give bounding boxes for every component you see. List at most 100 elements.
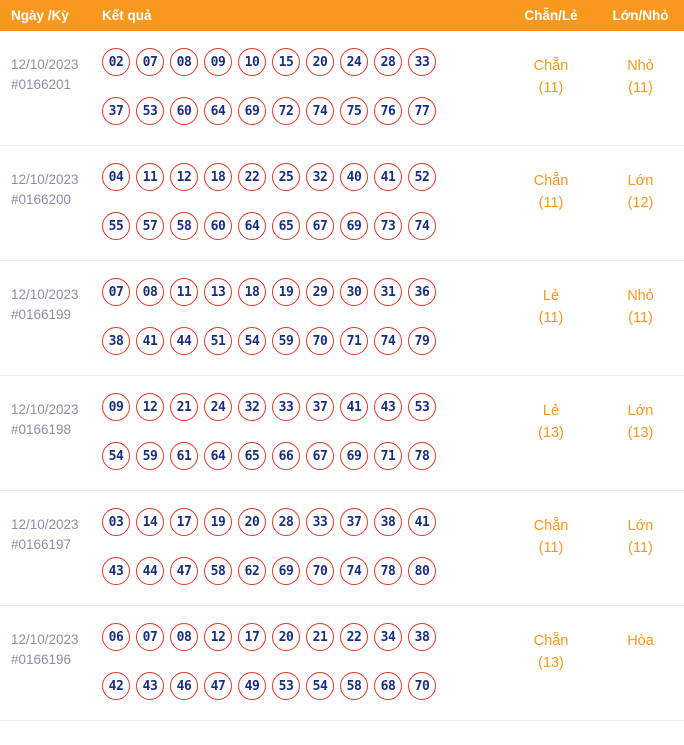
number-ball: 21	[306, 623, 334, 651]
number-ball: 06	[102, 623, 130, 651]
row-numbers: 03 14 17 19 20 28 33 37 38 41 43 44 47 58 62 69 70 74 78 8…	[100, 508, 505, 585]
number-ball: 71	[374, 442, 402, 470]
number-ball: 71	[340, 327, 368, 355]
number-line-1: 04 11 12 18 22 25 32 40 41 52	[100, 163, 505, 191]
number-ball: 38	[408, 623, 436, 651]
number-ball: 20	[238, 508, 266, 536]
number-ball: 64	[204, 97, 232, 125]
row-big-small: Lớn (13)	[597, 393, 684, 470]
header-date-period: Ngày /Kỳ	[11, 8, 69, 23]
number-ball: 74	[340, 557, 368, 585]
number-ball: 17	[170, 508, 198, 536]
number-ball: 32	[306, 163, 334, 191]
number-ball: 75	[340, 97, 368, 125]
number-ball: 17	[238, 623, 266, 651]
even-odd-count: (11)	[538, 195, 564, 211]
number-ball: 52	[408, 163, 436, 191]
number-ball: 59	[272, 327, 300, 355]
number-ball: 10	[238, 48, 266, 76]
number-ball: 37	[306, 393, 334, 421]
result-row: 12/10/2023 #0166200 04 11 12 18 22 25 32 40 41 52…	[0, 146, 684, 261]
row-period: #0166197	[11, 537, 72, 552]
big-small-count: (13)	[627, 425, 654, 441]
row-period: #0166200	[11, 192, 72, 207]
number-ball: 25	[272, 163, 300, 191]
number-ball: 60	[204, 212, 232, 240]
header-even-odd: Chẵn/Lẻ	[524, 8, 578, 23]
number-ball: 28	[272, 508, 300, 536]
row-date-period: 12/10/2023 #0166196	[0, 623, 100, 700]
number-ball: 31	[374, 278, 402, 306]
number-ball: 53	[136, 97, 164, 125]
big-small-label: Hòa	[627, 633, 654, 649]
row-numbers: 06 07 08 12 17 20 21 22 34 38 42 43 46 47 49 53 54 58 68 7…	[100, 623, 505, 700]
number-ball: 74	[306, 97, 334, 125]
number-ball: 78	[374, 557, 402, 585]
number-ball: 53	[272, 672, 300, 700]
number-ball: 78	[408, 442, 436, 470]
number-ball: 12	[170, 163, 198, 191]
number-ball: 46	[170, 672, 198, 700]
number-ball: 33	[306, 508, 334, 536]
number-ball: 47	[170, 557, 198, 585]
big-small-label: Lớn	[627, 518, 654, 534]
row-date: 12/10/2023	[11, 632, 79, 647]
number-ball: 62	[238, 557, 266, 585]
number-ball: 03	[102, 508, 130, 536]
table-header: Ngày /Kỳ Kết quả Chẵn/Lẻ Lớn/Nhỏ	[0, 0, 684, 31]
row-date: 12/10/2023	[11, 517, 79, 532]
number-ball: 21	[170, 393, 198, 421]
number-ball: 58	[204, 557, 232, 585]
number-ball: 54	[102, 442, 130, 470]
number-ball: 69	[238, 97, 266, 125]
number-ball: 08	[136, 278, 164, 306]
even-odd-label: Lẻ	[542, 288, 560, 304]
number-line-1: 09 12 21 24 32 33 37 41 43 53	[100, 393, 505, 421]
number-ball: 36	[408, 278, 436, 306]
number-ball: 07	[102, 278, 130, 306]
result-row: 12/10/2023 #0166201 02 07 08 09 10 15 20 24 28 33…	[0, 31, 684, 146]
number-ball: 60	[170, 97, 198, 125]
number-ball: 79	[408, 327, 436, 355]
row-date: 12/10/2023	[11, 402, 79, 417]
number-ball: 70	[306, 327, 334, 355]
row-numbers: 04 11 12 18 22 25 32 40 41 52 55 57 58 60 64 65 67 69 73 7…	[100, 163, 505, 240]
row-even-odd: Lẻ (11)	[505, 278, 597, 355]
number-ball: 11	[170, 278, 198, 306]
row-period: #0166196	[11, 652, 72, 667]
number-line-1: 06 07 08 12 17 20 21 22 34 38	[100, 623, 505, 651]
number-ball: 07	[136, 623, 164, 651]
row-big-small: Nhỏ (11)	[597, 48, 684, 125]
number-ball: 54	[238, 327, 266, 355]
big-small-label: Nhỏ	[627, 288, 654, 304]
number-ball: 59	[136, 442, 164, 470]
number-ball: 64	[238, 212, 266, 240]
big-small-label: Nhỏ	[627, 58, 654, 74]
row-even-odd: Chẵn (11)	[505, 508, 597, 585]
even-odd-count: (11)	[538, 310, 564, 326]
number-ball: 67	[306, 212, 334, 240]
even-odd-label: Chẵn	[533, 173, 569, 189]
number-ball: 70	[408, 672, 436, 700]
row-date-period: 12/10/2023 #0166197	[0, 508, 100, 585]
big-small-count: (11)	[628, 310, 653, 326]
even-odd-label: Chẵn	[533, 518, 569, 534]
even-odd-label: Lẻ	[542, 403, 560, 419]
number-ball: 19	[204, 508, 232, 536]
number-ball: 09	[102, 393, 130, 421]
number-ball: 15	[272, 48, 300, 76]
number-ball: 41	[136, 327, 164, 355]
number-ball: 20	[306, 48, 334, 76]
row-big-small: Nhỏ (11)	[597, 278, 684, 355]
row-period: #0166201	[11, 77, 72, 92]
number-line-2: 55 57 58 60 64 65 67 69 73 74	[100, 212, 505, 240]
number-ball: 38	[374, 508, 402, 536]
number-ball: 13	[204, 278, 232, 306]
even-odd-count: (11)	[538, 80, 564, 96]
row-date-period: 12/10/2023 #0166198	[0, 393, 100, 470]
header-big-small: Lớn/Nhỏ	[612, 8, 669, 23]
even-odd-label: Chẵn	[533, 633, 569, 649]
number-line-2: 38 41 44 51 54 59 70 71 74 79	[100, 327, 505, 355]
number-ball: 53	[408, 393, 436, 421]
number-ball: 40	[340, 163, 368, 191]
